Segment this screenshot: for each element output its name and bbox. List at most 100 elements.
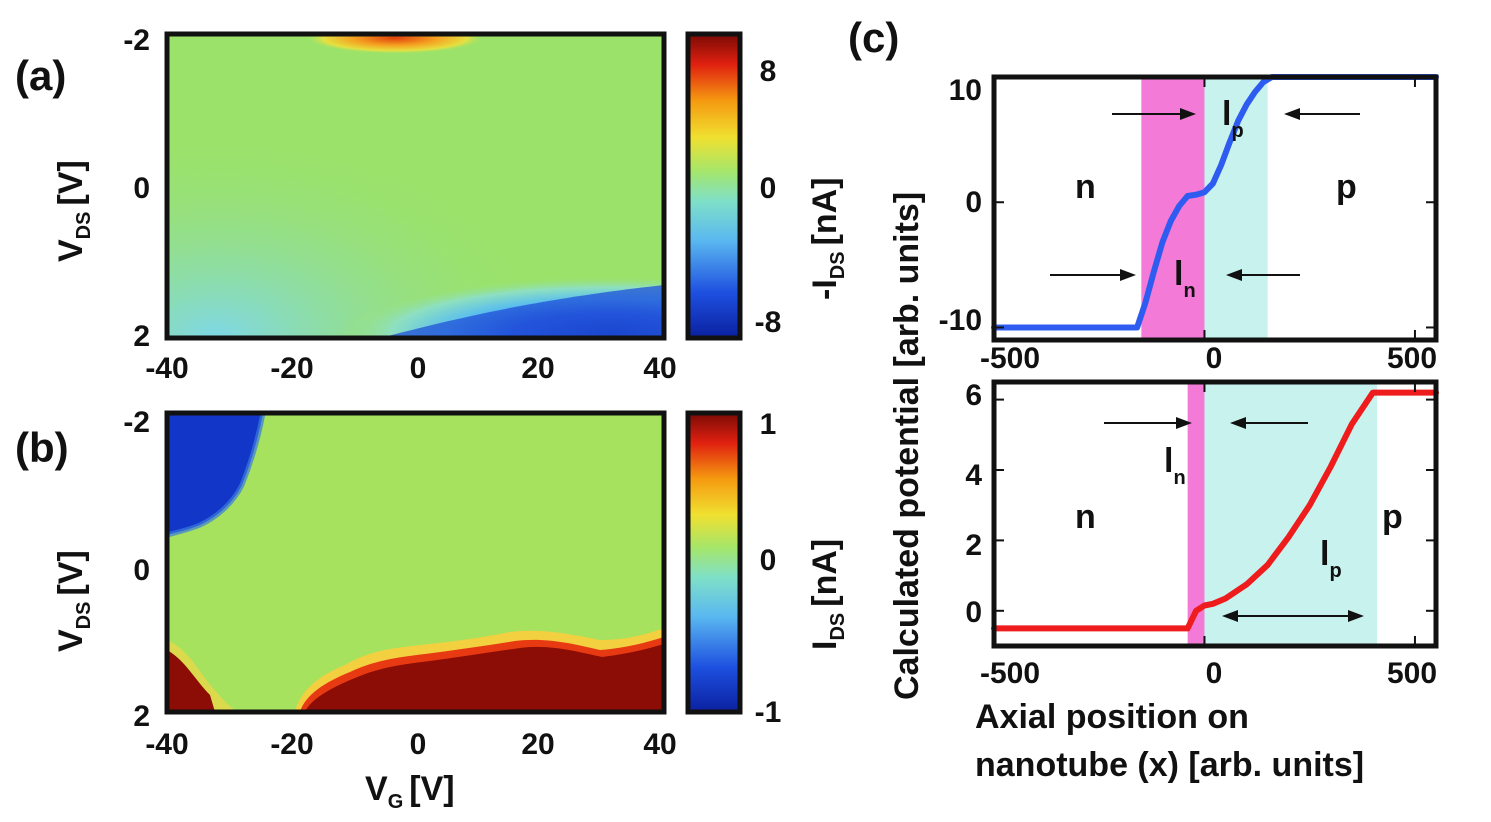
line-plot-c-top: 10 0 -10 -500 0 500 n p lp ln bbox=[939, 74, 1439, 375]
heatmap-b-y-axis: -2 0 2 VDS[V] bbox=[52, 406, 150, 733]
heatmap-b-xtick-1: -20 bbox=[270, 728, 313, 761]
c-top-regions bbox=[1141, 77, 1268, 340]
heatmap-b bbox=[167, 413, 664, 712]
heatmap-b-xtick-0: -40 bbox=[145, 728, 188, 761]
c-top-ln-arrows bbox=[1050, 269, 1300, 281]
c-top-potential-curve bbox=[991, 74, 1439, 331]
line-plot-c-bottom-frame bbox=[991, 379, 1439, 649]
c-top-ytick-0: 10 bbox=[949, 74, 982, 107]
colorbar-b-fill bbox=[688, 413, 740, 712]
c-top-lp-arrows bbox=[1112, 108, 1360, 120]
c-bottom-ytick-2: 2 bbox=[965, 529, 982, 562]
heatmap-b-positive-left bbox=[167, 650, 215, 712]
c-bottom-region-ln bbox=[1187, 382, 1205, 646]
heatmap-b-xtick-2: 0 bbox=[410, 728, 427, 761]
heatmap-a-negative-core bbox=[380, 285, 664, 338]
c-bottom-lp-label: lp bbox=[1320, 535, 1342, 582]
c-top-ytick-1: 0 bbox=[965, 186, 982, 219]
heatmap-a-ytick-2: 2 bbox=[133, 320, 150, 353]
c-top-xtick-2: 500 bbox=[1387, 342, 1437, 375]
c-top-p-label: p bbox=[1336, 168, 1357, 206]
c-top-lp-arrowhead-left bbox=[1180, 108, 1196, 120]
c-bottom-lp-arrowhead-left bbox=[1222, 610, 1238, 622]
line-plot-c-bottom: 6 4 2 0 -500 0 500 n p ln lp bbox=[965, 379, 1439, 690]
heatmap-a-xtick-1: -20 bbox=[270, 352, 313, 385]
heatmap-a-frame bbox=[164, 31, 667, 341]
panel-c-ylabel: Calculated potential [arb. units] bbox=[888, 192, 926, 700]
c-bottom-n-label: n bbox=[1075, 498, 1096, 536]
c-bottom-regions bbox=[1187, 382, 1378, 646]
c-top-lp-arrowhead-right bbox=[1284, 108, 1300, 120]
heatmap-b-xtick-4: 40 bbox=[643, 728, 676, 761]
c-top-region-ln bbox=[1141, 77, 1205, 340]
heatmap-a-positive-ridge bbox=[305, 34, 485, 54]
heatmap-b-ytick-0: -2 bbox=[123, 406, 150, 439]
c-bottom-ytick-1: 4 bbox=[965, 459, 982, 492]
c-bottom-potential-curve bbox=[991, 389, 1439, 632]
colorbar-b: 1 0 -1 IDS[nA] bbox=[685, 408, 849, 729]
panel-c-xlabel-line2: nanotube (x) [arb. units] bbox=[975, 746, 1364, 784]
c-top-lp-label: lp bbox=[1222, 95, 1244, 142]
colorbar-a-tick-2: -8 bbox=[755, 306, 782, 339]
c-top-ln-arrowhead-right bbox=[1226, 269, 1242, 281]
heatmap-a-xtick-4: 40 bbox=[643, 352, 676, 385]
heatmap-a-ytick-1: 0 bbox=[133, 172, 150, 205]
heatmap-a-xtick-3: 20 bbox=[521, 352, 554, 385]
heatmap-b-positive-band bbox=[305, 644, 664, 712]
colorbar-a: 8 0 -8 -IDS[nA] bbox=[685, 31, 849, 341]
c-bottom-ln-label: ln bbox=[1164, 442, 1186, 489]
c-bottom-ytick-0: 6 bbox=[965, 379, 982, 412]
c-top-n-label: n bbox=[1075, 168, 1096, 206]
heatmap-a-xtick-0: -40 bbox=[145, 352, 188, 385]
colorbar-b-label: IDS[nA] bbox=[806, 539, 849, 650]
c-bottom-ln-arrowhead-right bbox=[1230, 417, 1246, 429]
heatmap-a-ylabel: VDS[V] bbox=[52, 160, 95, 262]
c-bottom-xtick-2: 500 bbox=[1387, 657, 1437, 690]
colorbar-a-tick-1: 0 bbox=[760, 172, 777, 205]
c-top-ytick-2: -10 bbox=[939, 304, 982, 337]
heatmap-b-xtick-3: 20 bbox=[521, 728, 554, 761]
heatmap-a-ytick-0: -2 bbox=[123, 24, 150, 57]
heatmap-b-negative-corner bbox=[167, 413, 263, 535]
line-plot-c-top-frame bbox=[991, 74, 1439, 343]
heatmap-b-ylabel: VDS[V] bbox=[52, 550, 95, 652]
colorbar-a-frame bbox=[685, 31, 743, 341]
heatmap-b-x-axis: -40 -20 0 20 40 VG [V] bbox=[145, 728, 676, 813]
c-bottom-ytick-3: 0 bbox=[965, 596, 982, 629]
heatmap-b-xlabel: VG [V] bbox=[365, 770, 455, 813]
panel-c-xlabel-line1: Axial position on bbox=[975, 698, 1249, 736]
heatmap-a-xtick-2: 0 bbox=[410, 352, 427, 385]
c-top-region-lp bbox=[1204, 77, 1268, 340]
colorbar-a-label: -IDS[nA] bbox=[806, 177, 849, 300]
c-bottom-ln-arrows bbox=[1104, 417, 1308, 429]
panel-label-a: (a) bbox=[15, 52, 66, 99]
c-bottom-lp-arrows bbox=[1222, 610, 1364, 622]
heatmap-b-negative-edge bbox=[167, 413, 266, 538]
heatmap-b-frame bbox=[164, 410, 667, 715]
heatmap-b-ytick-2: 2 bbox=[133, 700, 150, 733]
colorbar-a-tick-0: 8 bbox=[760, 55, 777, 88]
c-top-ln-label: ln bbox=[1174, 255, 1196, 302]
heatmap-b-ytick-1: 0 bbox=[133, 554, 150, 587]
panel-label-b: (b) bbox=[15, 424, 69, 471]
c-top-ln-arrowhead-left bbox=[1120, 269, 1136, 281]
colorbar-b-frame bbox=[685, 410, 743, 715]
colorbar-b-tick-0: 1 bbox=[760, 408, 777, 441]
heatmap-a-y-axis: -2 0 2 VDS[V] bbox=[52, 24, 150, 353]
panel-label-c: (c) bbox=[848, 14, 899, 61]
c-bottom-xtick-1: 0 bbox=[1206, 657, 1223, 690]
colorbar-b-tick-1: 0 bbox=[760, 544, 777, 577]
heatmap-a-x-axis: -40 -20 0 20 40 bbox=[145, 352, 676, 385]
c-bottom-p-label: p bbox=[1382, 498, 1403, 536]
c-bottom-xtick-0: -500 bbox=[980, 657, 1040, 690]
c-top-tick-marks bbox=[993, 76, 1436, 340]
c-bottom-ln-arrowhead-left bbox=[1176, 417, 1192, 429]
c-top-curve-group bbox=[991, 74, 1439, 331]
c-top-xtick-1: 0 bbox=[1206, 342, 1223, 375]
colorbar-a-fill bbox=[688, 34, 740, 338]
heatmap-a bbox=[167, 34, 664, 338]
c-bottom-tick-marks bbox=[993, 382, 1436, 646]
c-bottom-lp-arrowhead-right bbox=[1348, 610, 1364, 622]
c-top-xtick-0: -500 bbox=[980, 342, 1040, 375]
